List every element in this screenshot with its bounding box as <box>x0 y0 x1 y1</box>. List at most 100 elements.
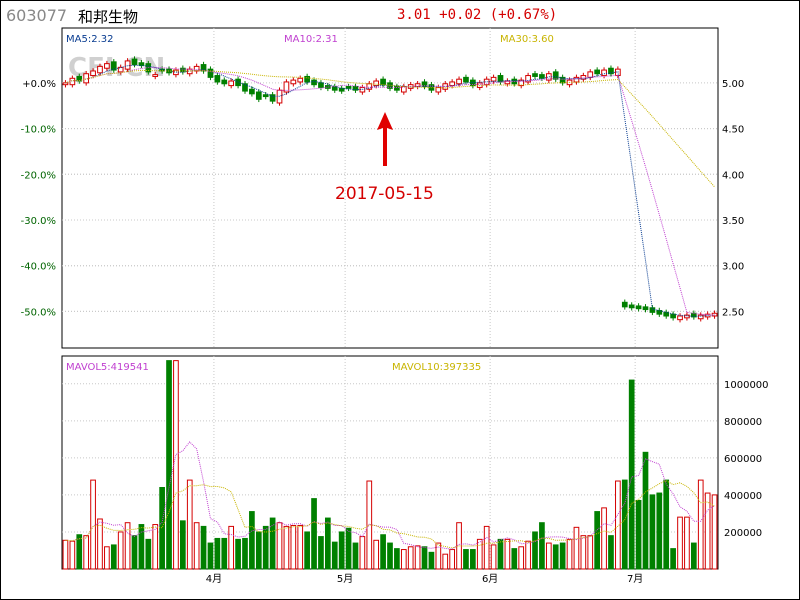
price-panel <box>61 27 719 349</box>
volume-bar <box>615 480 621 570</box>
pct-tick-label: -40.0% <box>21 262 56 273</box>
volume-bar <box>228 525 235 570</box>
pct-tick-label: -20.0% <box>21 170 56 181</box>
volume-bar <box>76 534 83 570</box>
candle-body <box>525 75 531 83</box>
volume-bar <box>649 494 656 570</box>
candle-body <box>255 91 262 100</box>
candle-body <box>711 312 718 317</box>
price-tick-label: 4.50 <box>722 125 744 136</box>
volume-bar <box>83 535 90 570</box>
volume-bar <box>186 479 193 570</box>
volume-bar <box>621 479 628 570</box>
volume-bar <box>131 535 138 570</box>
volume-bar <box>449 549 455 570</box>
candle-body <box>69 77 76 86</box>
candle-body <box>200 64 207 72</box>
candle-body <box>297 77 304 83</box>
volume-bar <box>525 540 531 570</box>
candle-body <box>242 83 248 92</box>
volume-bar <box>304 531 310 570</box>
candle-body <box>635 305 642 310</box>
volume-bar <box>573 526 580 570</box>
candle-body <box>621 301 628 308</box>
price-legend-ma5: MA5:2.32 <box>66 34 113 45</box>
volume-bar <box>421 546 428 570</box>
candle-body <box>269 94 276 102</box>
volume-bar <box>552 544 559 570</box>
volume-bar <box>704 492 711 570</box>
candle-body <box>656 310 663 315</box>
candle-body <box>670 313 676 319</box>
ma30-line <box>65 69 715 188</box>
volume-bar <box>428 551 435 570</box>
candle-body <box>684 314 690 319</box>
price-legend-ma10: MA10:2.31 <box>284 34 338 45</box>
candle-body <box>214 75 221 83</box>
volume-bar <box>221 537 228 570</box>
volume-tick-label: 1000000 <box>724 380 769 391</box>
pct-tick-label: +0.0% <box>22 79 56 90</box>
volume-bar <box>656 492 663 570</box>
volume-legend-mavol5: MAVOL5:419541 <box>66 362 149 373</box>
mavol10-line <box>65 480 715 549</box>
volume-bar <box>352 542 359 570</box>
volume-bar <box>338 531 345 570</box>
volume-bar <box>124 522 131 570</box>
volume-bar <box>559 542 566 570</box>
candle-body <box>573 76 580 83</box>
volume-bar <box>242 537 248 570</box>
volume-bar <box>373 539 380 570</box>
current-price: 3.01 <box>397 7 431 23</box>
candle-body <box>663 311 670 317</box>
price-tick-label: 5.00 <box>722 79 744 90</box>
month-label: 7月 <box>627 573 643 585</box>
candle-body <box>601 69 607 77</box>
volume-tick-label: 600000 <box>724 454 762 465</box>
month-label: 6月 <box>482 573 498 585</box>
candle-body <box>463 76 469 83</box>
volume-bar <box>677 516 683 570</box>
stock-code: 603077 <box>6 6 68 25</box>
volume-bar <box>90 479 96 570</box>
stock-name: 和邦生物 <box>78 8 139 26</box>
candle-body <box>628 304 635 309</box>
volume-bar <box>255 531 262 570</box>
candle-body <box>608 67 614 75</box>
volume-bar <box>359 536 366 570</box>
pct-tick-label: -50.0% <box>21 307 56 318</box>
volume-bar <box>711 494 718 570</box>
candle-body <box>414 83 421 88</box>
candle-body <box>518 79 525 87</box>
volume-bar <box>518 546 525 570</box>
candle-body <box>338 87 345 92</box>
volume-bar <box>214 537 221 570</box>
price-tick-label: 4.00 <box>722 170 744 181</box>
candle-body <box>152 74 159 77</box>
candle-body <box>290 79 297 85</box>
candle-body <box>110 61 117 71</box>
volume-bar <box>601 507 607 570</box>
quote-line: 3.01 +0.02 (+0.67%) <box>397 7 557 23</box>
candle-body <box>532 73 538 77</box>
volume-bar <box>490 544 497 570</box>
candle-body <box>97 65 103 74</box>
price-tick-label: 2.50 <box>722 307 744 318</box>
volume-bar <box>345 527 352 570</box>
month-label: 4月 <box>206 573 222 585</box>
volume-bar <box>504 538 511 570</box>
candle-body <box>104 63 110 69</box>
volume-tick-label: 400000 <box>724 491 762 502</box>
volume-bar <box>532 531 538 570</box>
price-change: +0.02 <box>439 7 482 23</box>
volume-bar <box>179 520 186 570</box>
volume-tick-label: 800000 <box>724 417 762 428</box>
candle-body <box>283 81 290 93</box>
volume-bar <box>628 379 635 570</box>
candle-body <box>117 66 124 73</box>
volume-bar <box>331 541 338 570</box>
candle-body <box>504 80 511 85</box>
annotation-date: 2017-05-15 <box>335 184 434 204</box>
candle-body <box>435 86 442 93</box>
ma10-line <box>65 66 715 316</box>
